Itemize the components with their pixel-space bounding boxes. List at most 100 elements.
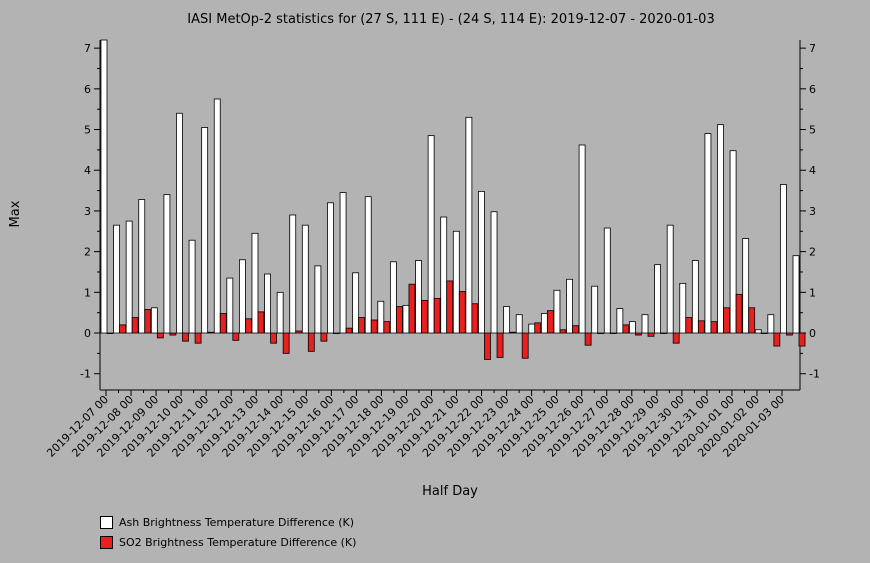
bar-ash [780,184,787,334]
bar-ash [100,39,108,334]
y-tick-label-right: 5 [809,124,816,137]
bar-so2 [496,332,504,358]
bar-so2 [471,303,479,334]
bar-so2 [458,291,466,334]
x-axis-label: Half Day [422,484,478,499]
bar-so2 [119,324,126,334]
bar-ash [226,277,234,334]
bar-so2 [307,332,315,352]
bar-so2 [584,332,592,346]
bar-ash [314,265,322,334]
bar-ash [490,211,498,334]
y-tick-label-left: 0 [84,327,91,340]
bar-ash [415,260,422,334]
bar-so2 [169,332,177,336]
y-tick-label-left: 4 [84,164,91,177]
legend-item-so2: SO2 Brightness Temperature Difference (K… [100,532,356,552]
y-tick-label-left: 6 [84,83,91,96]
bar-so2 [559,329,567,334]
bar-so2 [320,332,328,342]
bar-so2 [207,331,215,334]
bar-so2 [194,332,202,344]
legend-item-ash: Ash Brightness Temperature Difference (K… [100,512,356,532]
y-tick-label-right: 0 [809,327,816,340]
bar-so2 [282,332,290,354]
bar-so2 [370,319,378,334]
bar-so2 [257,311,265,334]
legend-swatch-so2 [100,535,113,549]
bar-ash [377,300,385,334]
bar-so2 [395,306,403,334]
bar-ash [792,255,800,334]
bar-ash [238,259,246,334]
bar-so2 [446,280,454,334]
bar-ash [364,196,372,334]
y-axis-label: Max [8,200,23,227]
bar-ash [641,314,649,334]
bar-ash [616,308,624,334]
bar-so2 [156,332,164,339]
bar-ash [150,307,158,334]
bar-ash [767,314,775,334]
bar-so2 [597,332,605,334]
bar-so2 [345,327,353,334]
bar-so2 [106,332,114,334]
bar-so2 [672,332,680,344]
bar-so2 [131,317,139,334]
bar-so2 [295,330,303,334]
bar-ash [427,135,435,334]
y-tick-label-left: -1 [80,368,91,381]
bar-ash [465,116,473,334]
y-tick-label-right: 6 [809,83,816,96]
bar-ash [327,202,334,334]
bar-ash [578,144,586,334]
bar-so2 [546,310,554,334]
bar-ash [553,289,561,334]
bar-ash [754,329,762,334]
bar-ash [251,232,259,334]
bar-ash [704,133,712,334]
bar-ash [666,224,674,334]
bar-so2 [798,332,806,347]
legend-label-ash: Ash Brightness Temperature Difference (K… [119,515,354,529]
legend: Ash Brightness Temperature Difference (K… [100,512,356,552]
bar-ash [125,220,133,334]
bar-so2 [383,321,391,334]
bar-ash [528,323,536,334]
bar-ash [301,224,309,334]
bar-ash [138,199,146,334]
bar-ash [264,273,271,334]
bar-ash [352,272,360,334]
legend-swatch-ash [100,515,113,529]
bar-so2 [735,293,743,334]
bar-ash [540,313,548,334]
bar-ash [603,227,611,334]
bar-so2 [748,307,756,334]
bar-ash [591,285,599,334]
bar-so2 [697,320,705,334]
bar-ash [717,124,724,334]
y-tick-label-right: 4 [809,164,816,177]
bar-ash [515,314,523,334]
bar-so2 [609,332,617,334]
bar-so2 [484,332,491,360]
bar-ash [691,260,699,334]
bar-so2 [786,332,793,336]
bar-ash [478,190,485,334]
y-tick-label-left: 1 [84,286,91,299]
bar-ash [188,239,196,334]
y-tick-label-left: 3 [84,205,91,218]
bar-ash [339,192,347,334]
y-tick-label-left: 2 [84,246,91,259]
bar-ash [163,194,171,334]
bar-so2 [572,325,579,334]
bar-ash [176,112,183,334]
bar-so2 [144,309,152,334]
bar-ash [742,238,750,334]
y-tick-label-right: 3 [809,205,816,218]
bar-so2 [270,332,277,344]
bar-so2 [433,298,441,334]
bar-so2 [232,332,240,341]
bar-so2 [333,332,340,334]
